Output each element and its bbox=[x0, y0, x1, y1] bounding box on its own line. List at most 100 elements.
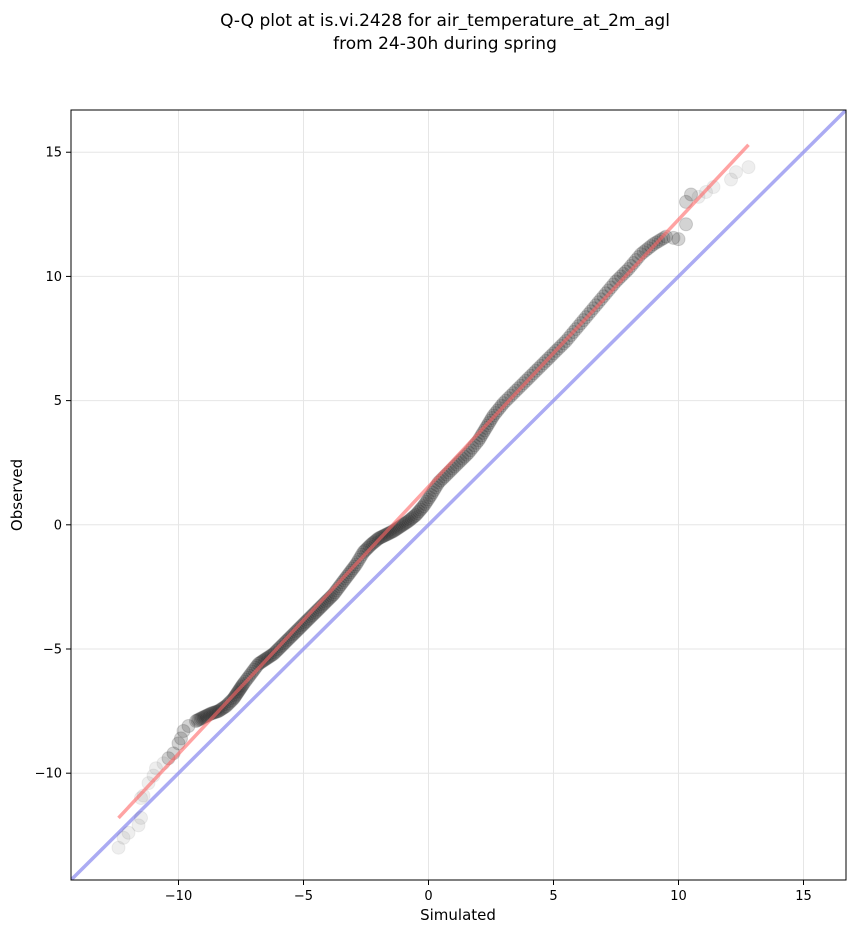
qq-point bbox=[404, 511, 419, 526]
qq-point bbox=[380, 526, 395, 541]
qq-point bbox=[181, 719, 196, 733]
qq-point bbox=[337, 573, 351, 588]
qq-point bbox=[287, 626, 302, 641]
qq-point bbox=[335, 575, 350, 590]
qq-point bbox=[403, 512, 417, 527]
qq-point bbox=[504, 388, 518, 403]
qq-point bbox=[659, 229, 673, 244]
qq-point bbox=[116, 830, 131, 845]
y-tick-label: 10 bbox=[45, 270, 62, 285]
qq-point bbox=[671, 232, 686, 247]
y-tick-label: −5 bbox=[43, 643, 62, 658]
qq-point bbox=[286, 627, 300, 642]
qq-point bbox=[407, 509, 422, 524]
y-tick-label: −10 bbox=[35, 767, 62, 782]
qq-point bbox=[412, 504, 426, 519]
qq-point bbox=[227, 690, 242, 705]
qq-point bbox=[594, 292, 608, 307]
qq-point bbox=[253, 655, 267, 670]
qq-point bbox=[228, 688, 243, 703]
qq-point bbox=[400, 515, 414, 530]
qq-point bbox=[401, 514, 416, 529]
qq-point bbox=[171, 736, 186, 751]
qq-point bbox=[226, 691, 241, 706]
qq-point bbox=[362, 539, 377, 554]
qq-point bbox=[283, 630, 297, 645]
x-tick-label: 15 bbox=[795, 889, 812, 904]
qq-point bbox=[358, 543, 372, 558]
qq-point bbox=[225, 693, 239, 708]
qq-point bbox=[289, 624, 303, 639]
qq-point bbox=[207, 705, 221, 720]
qq-point bbox=[398, 516, 413, 531]
qq-point bbox=[149, 761, 163, 776]
qq-point bbox=[247, 662, 261, 677]
qq-point bbox=[131, 818, 146, 833]
qq-point bbox=[394, 519, 408, 534]
qq-point bbox=[195, 711, 209, 726]
qq-point bbox=[397, 517, 411, 532]
identity-line bbox=[71, 110, 846, 880]
x-tick-label: 10 bbox=[670, 889, 687, 904]
x-tick-label: −5 bbox=[294, 889, 313, 904]
qq-point bbox=[295, 618, 309, 633]
qq-point bbox=[134, 810, 148, 825]
qq-point bbox=[477, 423, 492, 438]
qq-point bbox=[359, 542, 374, 557]
y-tick-label: 5 bbox=[54, 394, 62, 409]
qq-point bbox=[338, 571, 353, 586]
qq-point bbox=[499, 393, 513, 408]
qq-point bbox=[222, 696, 236, 711]
qq-point bbox=[284, 629, 299, 644]
chart-title-line-1: Q-Q plot at is.vi.2428 for air_temperatu… bbox=[220, 11, 670, 31]
plot-frame bbox=[70, 109, 847, 881]
qq-point bbox=[395, 518, 410, 533]
qq-point bbox=[196, 710, 211, 725]
qq-point bbox=[365, 536, 380, 551]
x-tick-label: 0 bbox=[424, 889, 432, 904]
qq-point bbox=[729, 165, 743, 180]
qq-point bbox=[421, 492, 435, 507]
qq-point bbox=[679, 217, 693, 232]
qq-point bbox=[425, 485, 440, 500]
qq-point bbox=[424, 488, 438, 502]
qq-point bbox=[190, 713, 205, 728]
qq-point bbox=[245, 664, 260, 679]
qq-point bbox=[176, 723, 191, 738]
qq-point bbox=[596, 289, 611, 304]
qq-point bbox=[220, 697, 235, 712]
qq-point bbox=[361, 540, 375, 555]
qq-point bbox=[413, 502, 428, 517]
qq-point bbox=[174, 731, 188, 746]
qq-point bbox=[599, 286, 613, 301]
qq-point bbox=[409, 507, 423, 522]
qq-point bbox=[248, 660, 263, 675]
x-tick-label: −10 bbox=[165, 889, 192, 904]
qq-point bbox=[192, 712, 206, 727]
y-tick-label: 0 bbox=[54, 518, 62, 533]
qq-point bbox=[422, 490, 437, 505]
grid-lines bbox=[71, 110, 846, 880]
qq-point bbox=[501, 391, 516, 406]
qq-point bbox=[684, 187, 698, 202]
qq-point bbox=[223, 694, 238, 709]
qq-point bbox=[121, 825, 136, 840]
qq-point bbox=[281, 632, 296, 647]
qq-point bbox=[496, 396, 511, 411]
qq-point bbox=[494, 398, 509, 413]
qq-point bbox=[591, 295, 606, 310]
qq-point bbox=[219, 699, 233, 714]
qq-point bbox=[415, 500, 429, 515]
qq-point bbox=[193, 711, 208, 726]
fit-line bbox=[117, 143, 750, 820]
qq-point bbox=[641, 241, 656, 256]
qq-point bbox=[724, 172, 738, 187]
qq-point bbox=[254, 654, 269, 669]
qq-point bbox=[666, 230, 681, 245]
qq-point bbox=[189, 714, 203, 729]
qq-point bbox=[406, 510, 420, 525]
qq-point bbox=[418, 496, 432, 511]
qq-point bbox=[410, 506, 425, 521]
x-tick-label: 5 bbox=[549, 889, 557, 904]
